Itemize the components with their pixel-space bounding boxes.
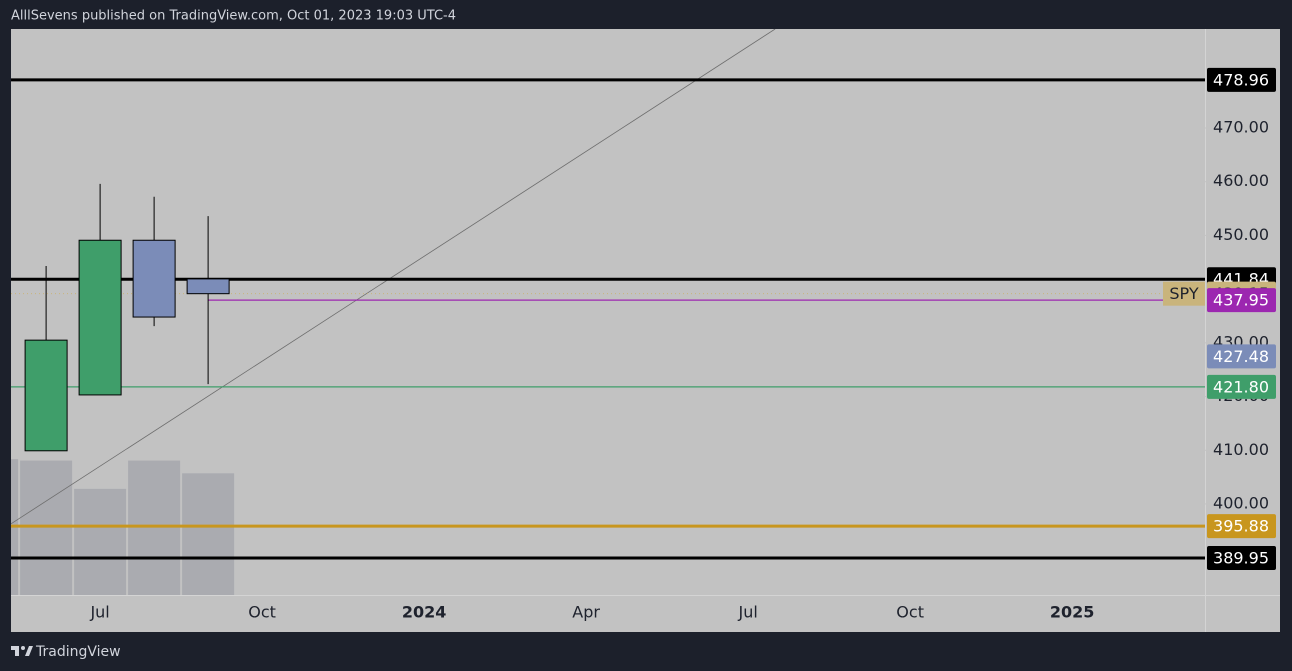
price-label: 421.80 [1213,377,1269,396]
price-label-box [1207,288,1276,313]
price-label: 389.95 [1213,548,1269,567]
candle-body [78,239,122,396]
y-tick-label: 410.00 [1213,440,1269,459]
logo [11,646,33,656]
header: AlllSevens published on TradingView.com,… [11,9,456,24]
candle-body [132,239,176,318]
volume-bar [182,473,235,595]
symbol-label: SPY [1169,284,1198,303]
price-label: 437.95 [1213,291,1269,310]
y-tick-label: 450.00 [1213,225,1269,244]
y-tick-label: 400.00 [1213,493,1269,512]
x-tick-label: 2024 [402,603,447,622]
candle-body [186,278,230,295]
y-tick-label: 470.00 [1213,117,1269,136]
price-label-box [1207,545,1276,570]
price-label-box [1207,374,1276,399]
candle-body [24,339,68,452]
x-tick-label: Jul [737,603,757,622]
plot [11,29,1205,595]
x-tick-label: Oct [248,603,276,622]
price-label-box [1207,344,1276,369]
symbol-tag [1163,281,1205,306]
axes: 400.00410.00420.00430.00450.00460.00470.… [89,67,1276,622]
price-label-box [1207,67,1276,92]
footer-brand: TradingView [35,644,121,660]
y-tick-label: 460.00 [1213,171,1269,190]
price-label: 427.48 [1213,347,1269,366]
trend-line [11,29,776,525]
price-label-box [1207,514,1276,539]
price-label: 395.88 [1213,517,1269,536]
x-tick-label: 2025 [1050,603,1095,622]
price-label: 478.96 [1213,70,1269,89]
volume-bar [128,460,181,595]
volume-bar [20,460,73,595]
x-tick-label: Apr [572,603,600,622]
volume-bar [74,488,127,595]
x-tick-label: Oct [896,603,924,622]
x-tick-label: Jul [89,603,109,622]
